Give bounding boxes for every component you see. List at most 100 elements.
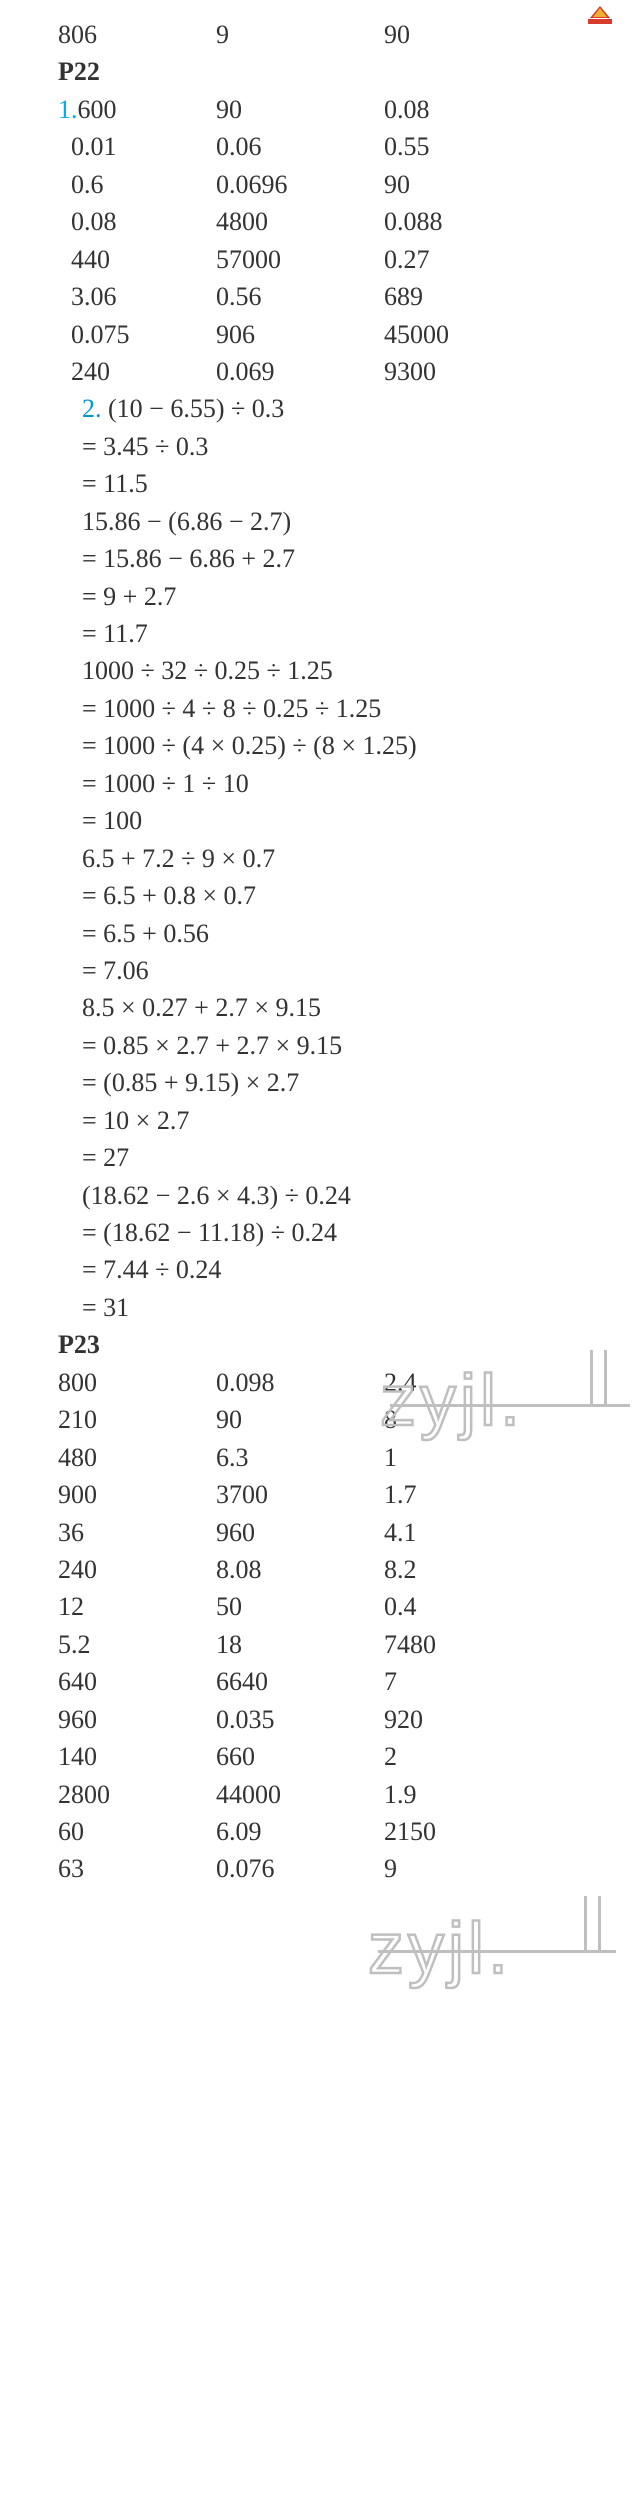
table-row: 90037001.7 <box>58 1476 638 1513</box>
table-cell: 140 <box>58 1738 216 1775</box>
equation-line: 2. (10 − 6.55) ÷ 0.3 <box>82 390 638 427</box>
table-cell: 660 <box>216 1738 384 1775</box>
table-cell: 50 <box>216 1588 384 1625</box>
equation-line: = 11.7 <box>82 615 638 652</box>
table-cell: 8.2 <box>384 1551 638 1588</box>
equation-line: = 9 + 2.7 <box>82 578 638 615</box>
equation-line: 6.5 + 7.2 ÷ 9 × 0.7 <box>82 840 638 877</box>
watermark-decoration <box>598 1896 601 1950</box>
table-row: 12500.4 <box>58 1588 638 1625</box>
table-cell: 90 <box>216 91 384 128</box>
table-cell: 0.56 <box>216 278 384 315</box>
table-row: 3.060.56689 <box>58 278 638 315</box>
table-cell: 480 <box>58 1439 216 1476</box>
table-cell: 0.08 <box>384 91 638 128</box>
question-marker: 1. <box>58 95 78 124</box>
equation-line: = 27 <box>82 1139 638 1176</box>
table-cell: 6640 <box>216 1663 384 1700</box>
table-cell: 0.01 <box>58 128 216 165</box>
table-cell: 57000 <box>216 241 384 278</box>
table-cell: 960 <box>58 1701 216 1738</box>
table-row: 5.2187480 <box>58 1626 638 1663</box>
table-cell: 3.06 <box>58 278 216 315</box>
table-cell: 60 <box>58 1813 216 1850</box>
table-cell: 36 <box>58 1514 216 1551</box>
watermark-text: zyjl. <box>368 1908 512 1990</box>
table-cell: 9 <box>216 16 384 53</box>
table-cell: 0.6 <box>58 166 216 203</box>
section-heading-p23: P23 <box>58 1326 638 1363</box>
table-cell: 806 <box>58 16 216 53</box>
equation-line: = 11.5 <box>82 465 638 502</box>
equation-line: = 6.5 + 0.8 × 0.7 <box>82 877 638 914</box>
table-cell: 0.069 <box>216 353 384 390</box>
equation-line: = 15.86 − 6.86 + 2.7 <box>82 540 638 577</box>
equation-line: = 0.85 × 2.7 + 2.7 × 9.15 <box>82 1027 638 1064</box>
equation-line: = 7.06 <box>82 952 638 989</box>
table-cell: 18 <box>216 1626 384 1663</box>
p23-table: 8000.0982.42109084806.3190037001.7369604… <box>58 1364 638 1888</box>
equation-line: 15.86 − (6.86 − 2.7) <box>82 503 638 540</box>
table-cell: 4.1 <box>384 1514 638 1551</box>
table-cell: 1 <box>384 1439 638 1476</box>
table-cell: 0.08 <box>58 203 216 240</box>
table-cell: 1.9 <box>384 1776 638 1813</box>
table-row: 4806.31 <box>58 1439 638 1476</box>
table-cell: 960 <box>216 1514 384 1551</box>
table-cell: 2.4 <box>384 1364 638 1401</box>
table-row: 8000.0982.4 <box>58 1364 638 1401</box>
table-cell: 0.27 <box>384 241 638 278</box>
table-cell: 2 <box>384 1738 638 1775</box>
equation-line: = 10 × 2.7 <box>82 1102 638 1139</box>
table-cell: 8.08 <box>216 1551 384 1588</box>
table-cell: 44000 <box>216 1776 384 1813</box>
table-cell: 689 <box>384 278 638 315</box>
table-cell: 0.55 <box>384 128 638 165</box>
table-cell: 90 <box>216 1401 384 1438</box>
table-cell: 5.2 <box>58 1626 216 1663</box>
table-cell: 2800 <box>58 1776 216 1813</box>
table-cell: 0.06 <box>216 128 384 165</box>
equation-line: = (0.85 + 9.15) × 2.7 <box>82 1064 638 1101</box>
equation-line: = 1000 ÷ (4 × 0.25) ÷ (8 × 1.25) <box>82 727 638 764</box>
table-cell: 240 <box>58 1551 216 1588</box>
table-cell: 9 <box>384 1850 638 1887</box>
table-cell: 640 <box>58 1663 216 1700</box>
table-cell: 240 <box>58 353 216 390</box>
table-cell: 1.600 <box>58 91 216 128</box>
table-cell: 0.098 <box>216 1364 384 1401</box>
table-row: 369604.1 <box>58 1514 638 1551</box>
table-row: 440570000.27 <box>58 241 638 278</box>
table-cell: 0.076 <box>216 1850 384 1887</box>
table-cell: 7 <box>384 1663 638 1700</box>
table-cell: 12 <box>58 1588 216 1625</box>
table-cell: 900 <box>58 1476 216 1513</box>
table-cell: 8 <box>384 1401 638 1438</box>
table-cell: 90 <box>384 166 638 203</box>
table-cell: 0.035 <box>216 1701 384 1738</box>
table-row: 630.0769 <box>58 1850 638 1887</box>
equation-line: = 1000 ÷ 1 ÷ 10 <box>82 765 638 802</box>
table-cell: 2150 <box>384 1813 638 1850</box>
table-cell: 6.09 <box>216 1813 384 1850</box>
table-cell: 6.3 <box>216 1439 384 1476</box>
table-row: 2400.0699300 <box>58 353 638 390</box>
table-row: 64066407 <box>58 1663 638 1700</box>
equation-line: (18.62 − 2.6 × 4.3) ÷ 0.24 <box>82 1177 638 1214</box>
logo-icon <box>586 6 614 26</box>
document-page: 806990 P22 1.600900.08 0.010.060.55 0.60… <box>0 0 638 1904</box>
table-cell: 9300 <box>384 353 638 390</box>
equation-line: 1000 ÷ 32 ÷ 0.25 ÷ 1.25 <box>82 652 638 689</box>
table-row: 0.60.069690 <box>58 166 638 203</box>
table-cell: 1.7 <box>384 1476 638 1513</box>
equation-line: = 6.5 + 0.56 <box>82 915 638 952</box>
table-row: 806990 <box>58 16 638 53</box>
table-cell: 0.075 <box>58 316 216 353</box>
table-cell: 906 <box>216 316 384 353</box>
watermark-decoration <box>584 1896 587 1950</box>
question-marker: 2. <box>82 394 102 423</box>
table-cell: 7480 <box>384 1626 638 1663</box>
table-row: 1406602 <box>58 1738 638 1775</box>
equation-line: = (18.62 − 11.18) ÷ 0.24 <box>82 1214 638 1251</box>
section-heading-p22: P22 <box>58 53 638 90</box>
